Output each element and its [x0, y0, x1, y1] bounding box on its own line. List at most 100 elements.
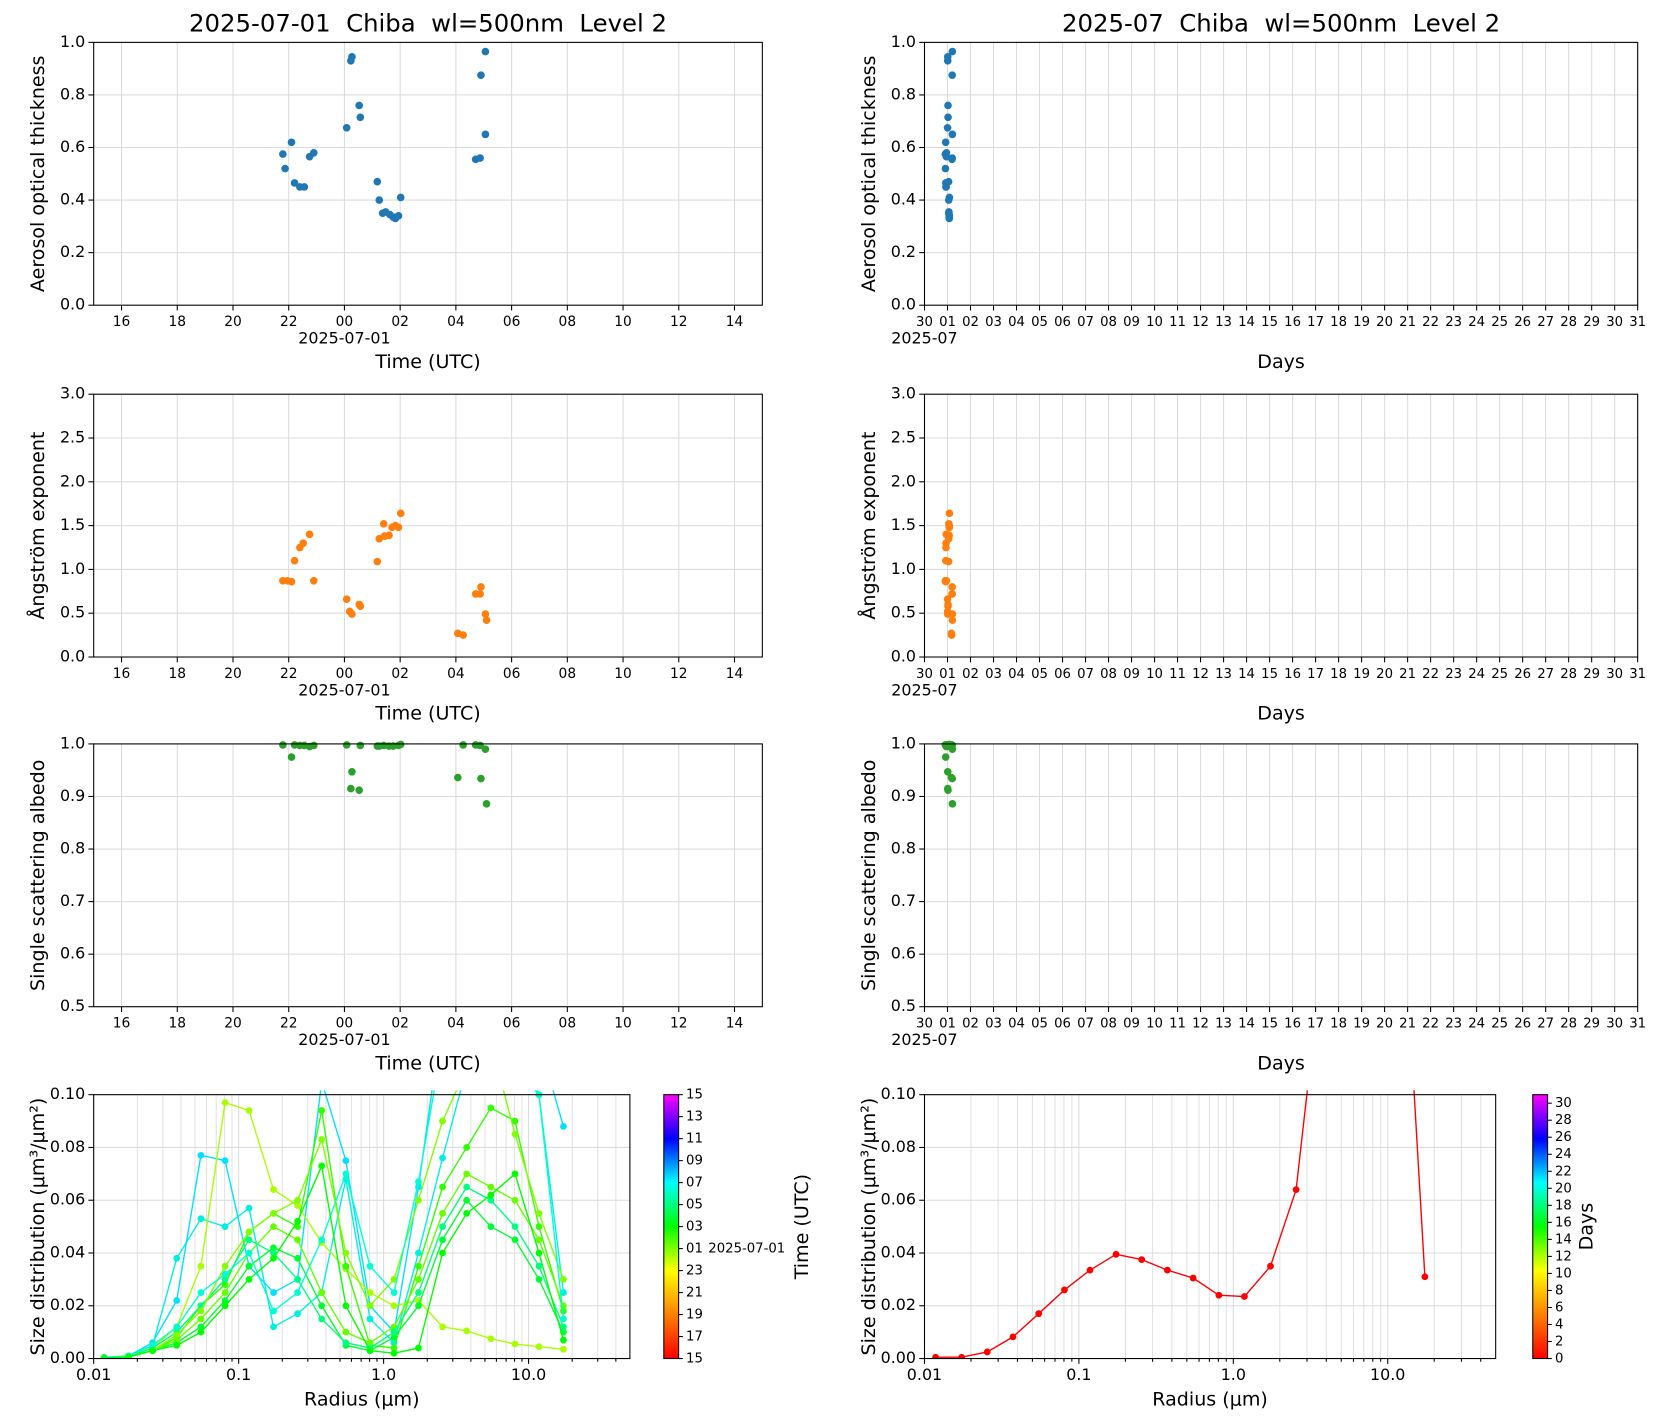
x-tick-label: 25	[1491, 667, 1508, 682]
x-tick-label: 16	[1284, 315, 1301, 330]
point	[197, 1307, 205, 1315]
x-tick-label: 02	[391, 1016, 409, 1032]
y-tick-label: 3.0	[891, 384, 916, 403]
point	[439, 1117, 446, 1125]
point	[958, 1353, 966, 1359]
point	[560, 1289, 567, 1296]
point	[299, 539, 308, 547]
y-tick-label: 0.00	[50, 1348, 85, 1367]
point	[355, 786, 364, 794]
point	[197, 1151, 205, 1159]
point	[512, 986, 519, 993]
chart-title: 2025-07 Chiba wl=500nm Level 2	[1062, 8, 1500, 37]
point	[944, 101, 952, 110]
point	[511, 1340, 519, 1348]
y-tick-label: 0.6	[891, 137, 916, 156]
point	[197, 1323, 205, 1331]
y-tick-label: 0.2	[60, 242, 85, 261]
point	[279, 150, 287, 158]
x-tick-label: 06	[1054, 667, 1071, 682]
point	[536, 1039, 543, 1046]
x-tick-label: 29	[1583, 1017, 1600, 1032]
point	[318, 1107, 326, 1114]
x-tick-label: 06	[503, 314, 521, 330]
x-tick-label: 30	[1606, 667, 1623, 682]
point	[390, 1275, 398, 1283]
point	[454, 773, 462, 782]
point	[511, 1130, 519, 1138]
point	[347, 784, 355, 793]
point	[294, 1289, 301, 1296]
x-tick-label: 06	[503, 666, 521, 682]
point	[1138, 1256, 1146, 1263]
point	[197, 1262, 205, 1270]
point	[281, 164, 289, 173]
y-tick-label: 0.8	[60, 839, 85, 858]
y-tick-label: 0.8	[891, 839, 916, 858]
point	[173, 1341, 181, 1349]
x-tick-label: 08	[559, 314, 577, 330]
point	[487, 1104, 495, 1112]
point	[342, 123, 351, 132]
plot-area	[941, 509, 957, 639]
point	[197, 1315, 205, 1323]
x-tick-label: 15	[1261, 315, 1278, 330]
y-tick-label: 0.0	[60, 647, 85, 666]
point	[487, 1012, 494, 1019]
x-tick-label: 28	[1560, 667, 1577, 682]
y-axis-label: Size distribution (μm³/μm²)	[27, 1098, 49, 1356]
point	[477, 71, 485, 80]
point	[941, 753, 950, 761]
point	[245, 1275, 253, 1283]
point	[125, 1353, 132, 1359]
point	[415, 1249, 422, 1257]
x-tick-label: 03	[985, 315, 1002, 330]
x-tick-label: 27	[1537, 1017, 1554, 1032]
y-tick-label: 2.0	[891, 471, 916, 490]
x-tick-label: 25	[1491, 315, 1508, 330]
plot-area	[279, 47, 490, 223]
point	[487, 1335, 495, 1343]
y-axis-label: Aerosol optical thickness	[27, 56, 49, 293]
x-tick-label: 11	[1169, 1017, 1186, 1032]
colorbar	[1532, 1094, 1549, 1360]
colorbar-tick-label: 01	[686, 1242, 703, 1257]
point	[535, 1249, 543, 1257]
plot-area	[100, 986, 567, 1359]
x-tick-label: 18	[169, 314, 187, 330]
x-tick-label: 30	[916, 1017, 933, 1032]
point	[356, 602, 365, 611]
x-tick-label: 16	[113, 666, 131, 682]
colorbar-tick-label: 13	[686, 1110, 703, 1125]
colorbar-label: Time (UTC)	[791, 1174, 813, 1280]
plot-area	[279, 740, 491, 808]
x-tick-label: 15	[1261, 1017, 1278, 1032]
point	[948, 71, 957, 80]
x-tick-label: 17	[1307, 667, 1324, 682]
point	[487, 1065, 494, 1072]
colorbar-tick-label: 07	[686, 1176, 703, 1191]
point	[512, 1039, 519, 1046]
point	[560, 1336, 567, 1344]
x-tick-label: 22	[280, 1016, 298, 1032]
point	[481, 745, 490, 753]
colorbar-tick-label: 12	[1555, 1249, 1572, 1264]
point	[309, 741, 318, 750]
x-tick-label: 14	[726, 666, 744, 682]
point	[318, 1236, 326, 1244]
y-tick-label: 0.4	[60, 190, 85, 209]
x-tick-label: 14	[1238, 315, 1255, 330]
x-tick-label: 04	[1008, 315, 1025, 330]
point	[390, 1302, 398, 1310]
point	[983, 1348, 991, 1356]
point	[415, 1302, 422, 1310]
colorbar-tick-label: 23	[686, 1264, 703, 1279]
point	[366, 1315, 374, 1323]
y-tick-label: 0.00	[881, 1348, 916, 1367]
colorbar-tick-label: 03	[686, 1220, 703, 1235]
point	[366, 1262, 374, 1270]
point	[348, 53, 356, 61]
series-line	[104, 1163, 565, 1359]
x-tick-label: 19	[1353, 315, 1370, 330]
